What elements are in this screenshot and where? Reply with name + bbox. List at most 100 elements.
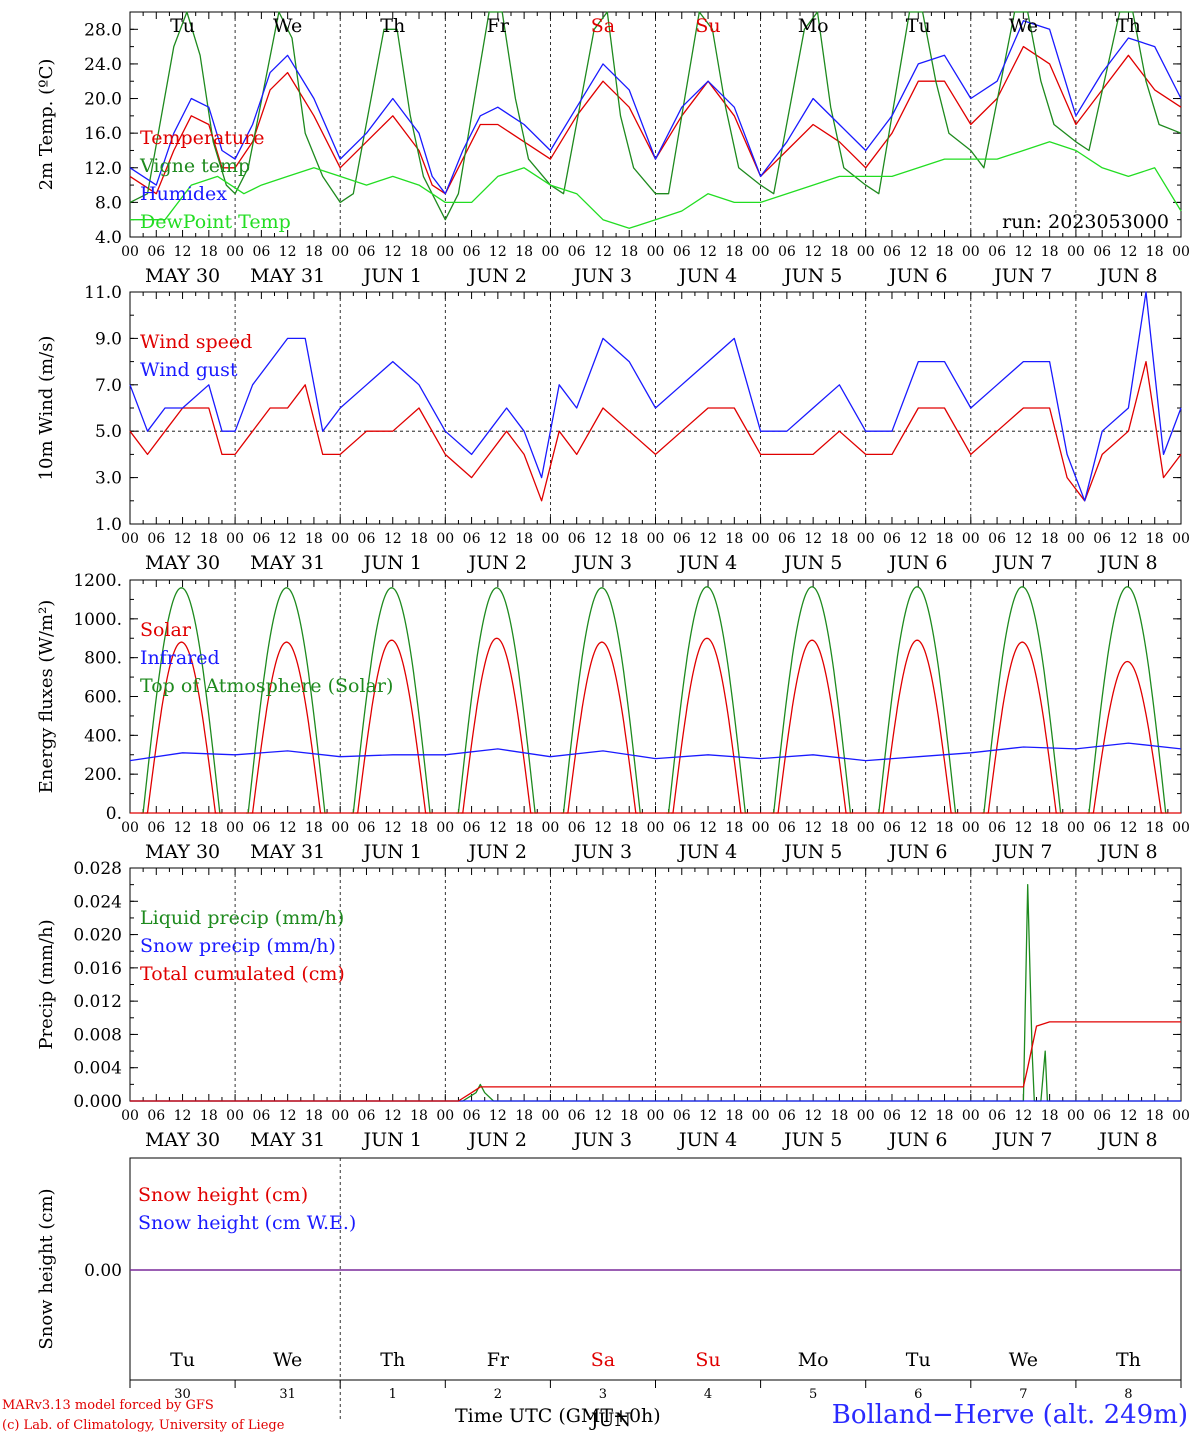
hour-tick-label: 06 xyxy=(883,244,901,260)
hour-tick-label: 00 xyxy=(121,1108,139,1124)
hour-tick-label: 18 xyxy=(1146,820,1164,836)
hour-tick-label: 18 xyxy=(1041,244,1059,260)
hour-tick-label: 00 xyxy=(647,531,665,547)
hour-tick-label: 06 xyxy=(358,244,376,260)
hour-tick-label: 12 xyxy=(489,244,507,260)
hour-tick-label: 06 xyxy=(988,244,1006,260)
hour-tick-label: 00 xyxy=(857,820,875,836)
hour-tick-label: 12 xyxy=(174,1108,192,1124)
weekday-label: Mo xyxy=(798,15,829,37)
y-tick-label: 12.0 xyxy=(84,159,122,179)
y-tick-label: 0.000 xyxy=(73,1092,122,1112)
y-tick-label: 0.012 xyxy=(73,992,122,1012)
weekday-label: Sa xyxy=(591,1349,615,1371)
series-line xyxy=(130,1021,1181,1102)
hour-tick-label: 12 xyxy=(384,820,402,836)
hour-tick-label: 18 xyxy=(620,531,638,547)
hour-tick-label: 12 xyxy=(1120,1108,1138,1124)
hour-tick-label: 18 xyxy=(936,1108,954,1124)
time-axis-label: Time UTC (GMT+0h) xyxy=(455,1405,661,1427)
hour-tick-label: 06 xyxy=(883,1108,901,1124)
y-tick-label: 1200. xyxy=(73,571,122,591)
hour-tick-label: 00 xyxy=(226,820,244,836)
day-number-label: 8 xyxy=(1124,1387,1132,1402)
weekday-label: Th xyxy=(1116,1349,1141,1371)
hour-tick-label: 06 xyxy=(358,1108,376,1124)
legend-entry: Vigne temp xyxy=(139,155,250,177)
day-number-label: 31 xyxy=(279,1387,296,1402)
date-label: MAY 30 xyxy=(145,265,220,287)
overlap-date-label: JUN xyxy=(589,1409,631,1431)
date-label: JUN 3 xyxy=(572,841,632,863)
hour-tick-label: 18 xyxy=(410,244,428,260)
weekday-label: Fr xyxy=(487,1349,510,1371)
hour-tick-label: 00 xyxy=(857,531,875,547)
hour-tick-label: 00 xyxy=(226,1108,244,1124)
day-number-label: 4 xyxy=(704,1387,712,1402)
date-label: JUN 6 xyxy=(887,552,947,574)
hour-tick-label: 00 xyxy=(541,531,559,547)
y-axis-label: Energy fluxes (W/m²) xyxy=(36,600,57,794)
solar-line xyxy=(145,637,1164,814)
hour-tick-label: 18 xyxy=(725,531,743,547)
hour-tick-label: 00 xyxy=(962,244,980,260)
day-number-label: 3 xyxy=(599,1387,607,1402)
hour-tick-label: 12 xyxy=(699,531,717,547)
hour-tick-label: 12 xyxy=(909,531,927,547)
hour-tick-label: 12 xyxy=(174,820,192,836)
hour-tick-label: 12 xyxy=(594,244,612,260)
date-label: JUN 1 xyxy=(362,1129,422,1151)
hour-tick-label: 18 xyxy=(515,531,533,547)
hour-tick-label: 00 xyxy=(962,531,980,547)
hour-tick-label: 00 xyxy=(752,820,770,836)
y-tick-label: 0.004 xyxy=(73,1059,122,1079)
hour-tick-label: 12 xyxy=(384,1108,402,1124)
legend-entry: DewPoint Temp xyxy=(140,211,291,233)
hour-tick-label: 06 xyxy=(568,1108,586,1124)
hour-tick-label: 12 xyxy=(804,1108,822,1124)
hour-tick-label: 06 xyxy=(568,244,586,260)
hour-tick-label: 00 xyxy=(331,531,349,547)
hour-tick-label: 06 xyxy=(252,244,270,260)
hour-tick-label: 00 xyxy=(857,244,875,260)
legend-entry: Solar xyxy=(140,619,192,641)
date-label: JUN 5 xyxy=(782,552,842,574)
hour-tick-label: 12 xyxy=(174,244,192,260)
legend-entry: Wind gust xyxy=(140,359,238,381)
weekday-label: Tu xyxy=(170,1349,195,1371)
hour-tick-label: 18 xyxy=(305,820,323,836)
hour-tick-label: 18 xyxy=(1146,531,1164,547)
date-label: MAY 30 xyxy=(145,1129,220,1151)
hour-tick-label: 00 xyxy=(436,820,454,836)
y-tick-label: 200. xyxy=(84,765,122,785)
y-tick-label: 0. xyxy=(106,804,122,824)
weekday-label: We xyxy=(273,1349,302,1371)
y-tick-label: 0.028 xyxy=(73,859,122,879)
y-tick-label: 600. xyxy=(84,688,122,708)
hour-tick-label: 12 xyxy=(804,820,822,836)
weekday-label: We xyxy=(1009,1349,1038,1371)
weekday-label: Tu xyxy=(170,15,195,37)
y-tick-label: 16.0 xyxy=(84,124,122,144)
hour-tick-label: 18 xyxy=(410,820,428,836)
hour-tick-label: 00 xyxy=(541,1108,559,1124)
hour-tick-label: 18 xyxy=(515,820,533,836)
date-label: JUN 5 xyxy=(782,1129,842,1151)
hour-tick-label: 06 xyxy=(1093,1108,1111,1124)
hour-tick-label: 12 xyxy=(1014,244,1032,260)
day-number-label: 6 xyxy=(914,1387,922,1402)
hour-tick-label: 18 xyxy=(515,1108,533,1124)
hour-tick-label: 12 xyxy=(909,820,927,836)
hour-tick-label: 00 xyxy=(1067,820,1085,836)
hour-tick-label: 12 xyxy=(804,531,822,547)
hour-tick-label: 18 xyxy=(200,531,218,547)
weekday-label: Tu xyxy=(906,1349,931,1371)
weekday-label: Th xyxy=(1116,15,1141,37)
hour-tick-label: 06 xyxy=(778,1108,796,1124)
date-label: JUN 7 xyxy=(992,841,1052,863)
lab-credit: (c) Lab. of Climatology, University of L… xyxy=(2,1418,285,1433)
hour-tick-label: 12 xyxy=(1120,244,1138,260)
date-label: MAY 31 xyxy=(250,265,325,287)
hour-tick-label: 18 xyxy=(1146,1108,1164,1124)
